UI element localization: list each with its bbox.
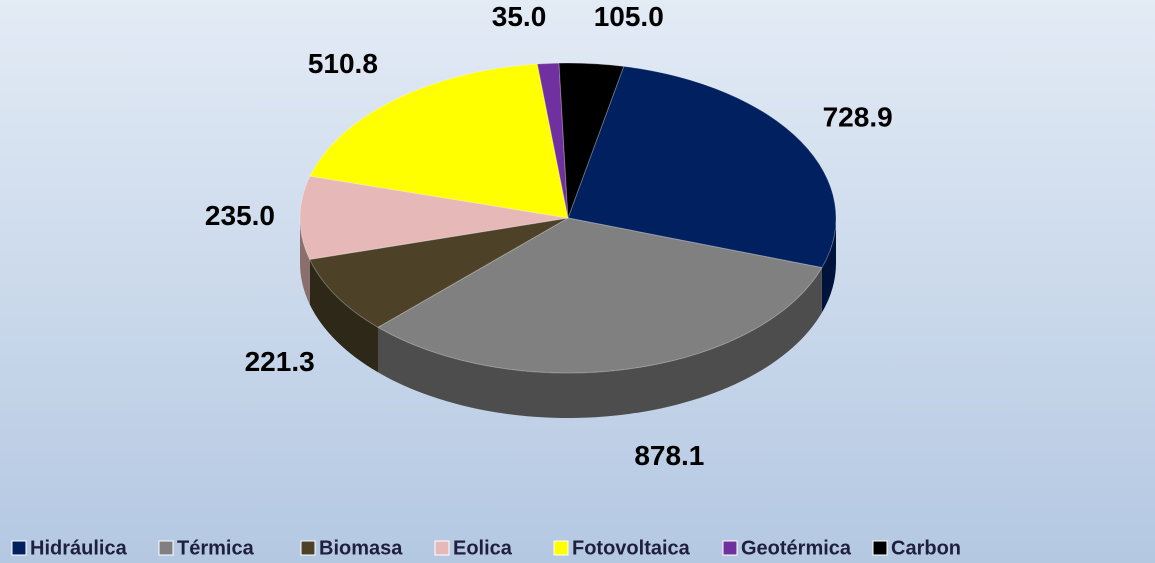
legend-label: Geotérmica <box>741 537 852 559</box>
legend-swatch <box>300 540 316 556</box>
legend-label: Eolica <box>453 537 513 559</box>
legend-swatch <box>722 540 738 556</box>
legend-swatch <box>434 540 450 556</box>
value-label: 235.0 <box>205 200 275 231</box>
value-label: 510.8 <box>308 48 378 79</box>
pie-side <box>377 267 822 419</box>
legend: Hidráulica Térmica Biomasa Eolica Fotovoltai… <box>11 537 961 559</box>
legend-label: Térmica <box>177 537 255 559</box>
pie-slice <box>376 217 823 374</box>
legend-swatch <box>11 540 27 556</box>
legend-swatch <box>553 540 569 556</box>
pie-side <box>300 218 310 305</box>
value-label: 35.0 <box>492 1 547 32</box>
pie-tops <box>299 62 837 374</box>
pie-slice <box>299 175 569 260</box>
value-label: 878.1 <box>634 440 704 471</box>
pie-sides <box>300 218 836 419</box>
pie-slice <box>567 65 837 269</box>
legend-label: Hidráulica <box>30 537 128 559</box>
pie-side <box>309 259 378 373</box>
legend-swatch <box>158 540 174 556</box>
pie-slice <box>309 63 569 219</box>
pie-slice <box>558 62 625 219</box>
legend-label: Carbon <box>891 537 961 559</box>
pie-slice <box>536 62 569 219</box>
legend-label: Fotovoltaica <box>572 537 691 559</box>
value-labels: 728.9 878.1 221.3 235.0 510.8 35.0 105.0 <box>205 1 893 471</box>
value-label: 728.9 <box>823 101 893 132</box>
value-label: 221.3 <box>245 346 315 377</box>
legend-swatch <box>872 540 888 556</box>
value-label: 105.0 <box>594 1 664 32</box>
pie-side <box>821 218 836 313</box>
pie-slice <box>308 217 569 328</box>
legend-label: Biomasa <box>319 537 403 559</box>
